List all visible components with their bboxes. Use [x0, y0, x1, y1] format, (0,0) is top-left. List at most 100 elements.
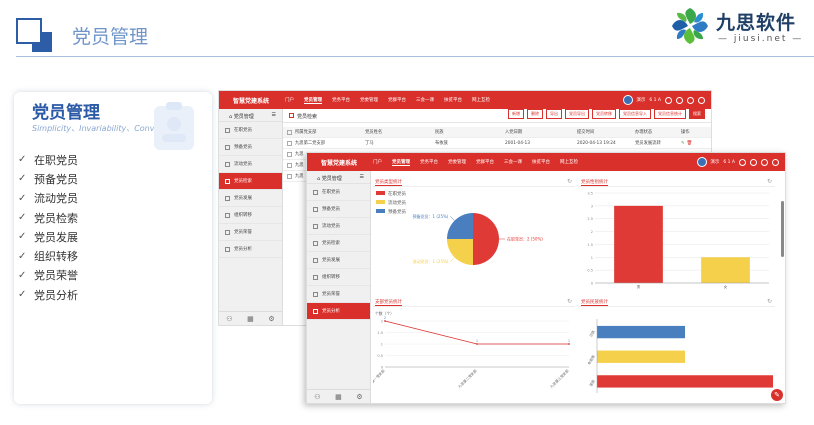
sidebar-item-label: 党员荣誉	[234, 230, 252, 235]
toolbar-button[interactable]: 党员信息统计	[654, 109, 686, 119]
edit-icon[interactable]: ✎	[681, 140, 685, 146]
sidebar-item-label: 在职党员	[322, 190, 340, 195]
menu-item[interactable]: 党务平台	[332, 98, 350, 103]
top-menu: 门户 党员管理 党务平台 党委管理 党群平台 三会一课 扶贫平台 网上互检	[373, 159, 588, 166]
user-icon[interactable]: ⚇	[226, 314, 233, 323]
menu-toggle-icon[interactable]: ☰	[271, 112, 276, 118]
menu-item[interactable]: 扶贫平台	[444, 98, 462, 103]
table-row[interactable]: 九思第二党支部 丁马 布依族 2001-04-13 2020-04-13 19:24 党员…	[283, 138, 711, 149]
checkbox[interactable]	[283, 140, 295, 146]
scrollbar[interactable]	[781, 201, 784, 257]
checkbox[interactable]	[283, 129, 295, 135]
gear-icon[interactable]: ⚙	[356, 392, 363, 401]
app-topbar: 智慧党建系统 门户 党员管理 党务平台 党委管理 党群平台 三会一课 扶贫平台 网上互检 演示…	[307, 153, 785, 171]
sidebar-item[interactable]: 组织转移	[307, 269, 370, 286]
table-cell: 党员发展流转	[635, 141, 661, 146]
refresh-icon[interactable]: ↻	[566, 178, 572, 185]
sidebar-header: ⌂ 党员管理 ☰	[307, 171, 370, 184]
menu-item[interactable]: 党员管理	[304, 98, 322, 104]
menu-item[interactable]: 党群平台	[476, 160, 494, 165]
menu-item[interactable]: 网上互检	[560, 160, 578, 165]
sidebar-item[interactable]: 预备党员	[307, 201, 370, 218]
doc-icon	[313, 257, 318, 263]
checkbox[interactable]	[283, 151, 295, 157]
settings-icon[interactable]	[676, 96, 683, 104]
sidebar-item[interactable]: 组织转移	[219, 207, 282, 224]
menu-toggle-icon[interactable]: ☰	[359, 174, 364, 180]
sidebar-item[interactable]: 流动党员	[307, 218, 370, 235]
sidebar-item[interactable]: 流动党员	[219, 156, 282, 173]
column-header: 入党日期	[505, 130, 523, 135]
gear-icon[interactable]: ⚙	[268, 314, 275, 323]
menu-item[interactable]: 党群平台	[388, 98, 406, 103]
toolbar-button[interactable]: 导出	[546, 109, 562, 119]
menu-item[interactable]: 党委管理	[448, 160, 466, 165]
tab-search[interactable]: 党员检索	[283, 109, 711, 123]
settings-icon[interactable]	[750, 158, 757, 166]
menu-item[interactable]: 党委管理	[360, 98, 378, 103]
doc-icon	[313, 189, 318, 195]
toolbar-button[interactable]: 搜索	[689, 109, 705, 119]
toolbar-button[interactable]: 新增	[508, 109, 524, 119]
sidebar-item[interactable]: 党员荣誉	[307, 286, 370, 303]
menu-item[interactable]: 党员管理	[392, 160, 410, 166]
sidebar-item[interactable]: 在职党员	[219, 122, 282, 139]
toolbar-button[interactable]: 党员信息导入	[619, 109, 651, 119]
toolbar-button[interactable]: 删除	[527, 109, 543, 119]
column-header: 操作	[681, 130, 690, 135]
add-icon[interactable]	[665, 96, 672, 104]
power-icon[interactable]	[698, 96, 705, 104]
grid-icon[interactable]: ▦	[247, 314, 254, 323]
doc-icon	[313, 291, 318, 297]
grid-icon[interactable]: ▦	[335, 392, 342, 401]
menu-item[interactable]: 门户	[373, 160, 382, 165]
menu-item[interactable]: 党务平台	[420, 160, 438, 165]
action-toolbar: 新增 删除 导出 党员导出 党员转移 党员信息导入 党员信息统计 搜索	[505, 109, 705, 119]
power-icon[interactable]	[772, 158, 779, 166]
user-icon[interactable]: ⚇	[314, 392, 321, 401]
checkbox[interactable]	[283, 173, 295, 179]
user-name[interactable]: 演示	[710, 160, 720, 165]
y-tick-label: 0	[381, 366, 383, 370]
sidebar-item[interactable]: 预备党员	[219, 139, 282, 156]
refresh-icon[interactable]: ↻	[766, 178, 772, 185]
toolbar-button[interactable]: 党员导出	[565, 109, 589, 119]
menu-item[interactable]: 三会一课	[416, 98, 434, 103]
delete-icon[interactable]: 🗑	[686, 140, 693, 146]
refresh-icon[interactable]	[687, 96, 694, 104]
sidebar-item[interactable]: 党员荣誉	[219, 224, 282, 241]
doc-icon	[225, 246, 230, 252]
menu-item[interactable]: 三会一课	[504, 160, 522, 165]
refresh-icon[interactable]: ↻	[766, 298, 772, 305]
refresh-icon[interactable]: ↻	[566, 298, 572, 305]
menu-item[interactable]: 门户	[285, 98, 294, 103]
sidebar-item[interactable]: 党员检索	[307, 235, 370, 252]
sidebar-item-label: 党员分析	[322, 309, 340, 314]
check-icon: ✓	[18, 192, 27, 204]
avatar[interactable]	[623, 95, 634, 105]
refresh-icon[interactable]	[761, 158, 768, 166]
feature-label: 党员分析	[34, 288, 78, 302]
sidebar-item-label: 在职党员	[234, 128, 252, 133]
user-name[interactable]: 演示	[636, 98, 646, 103]
add-icon[interactable]	[739, 158, 746, 166]
menu-item[interactable]: 网上互检	[472, 98, 490, 103]
sidebar-item[interactable]: 在职党员	[307, 184, 370, 201]
sidebar-item[interactable]: 党员发展	[307, 252, 370, 269]
doc-icon	[225, 212, 230, 218]
floating-action-icon[interactable]: ✎	[771, 389, 783, 401]
doc-icon	[313, 240, 318, 246]
avatar[interactable]	[697, 157, 708, 167]
sidebar-item[interactable]: 党员分析	[307, 303, 370, 320]
sidebar-item[interactable]: 党员发展	[219, 190, 282, 207]
pie-label: 流动党员：1 (25%)	[413, 258, 449, 264]
bar	[701, 257, 750, 283]
sidebar-item[interactable]: 党员分析	[219, 241, 282, 258]
menu-item[interactable]: 扶贫平台	[532, 160, 550, 165]
column-header: 办理状态	[635, 130, 653, 135]
checkbox[interactable]	[283, 162, 295, 168]
y-tick-label: 汉族	[588, 329, 596, 338]
sidebar-item[interactable]: 党员检索	[219, 173, 282, 190]
toolbar-button[interactable]: 党员转移	[592, 109, 616, 119]
y-tick-label: 2.5	[587, 217, 593, 221]
